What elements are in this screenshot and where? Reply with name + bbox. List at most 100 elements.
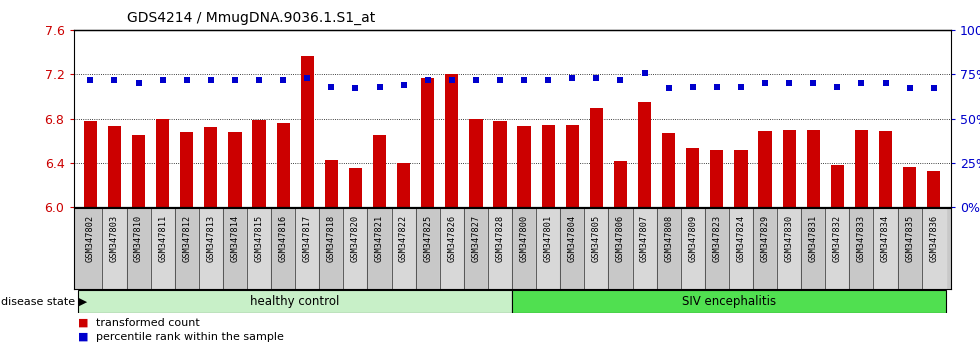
Bar — [397, 163, 411, 207]
Point — [444, 77, 460, 82]
Bar — [561, 208, 584, 289]
Bar — [734, 150, 748, 207]
Bar — [301, 56, 314, 207]
Point — [902, 86, 917, 91]
Point — [323, 84, 339, 90]
Point — [612, 77, 628, 82]
Text: GSM347820: GSM347820 — [351, 214, 360, 262]
Bar — [78, 290, 512, 313]
Bar — [295, 208, 319, 289]
Point — [661, 86, 676, 91]
Bar — [705, 208, 729, 289]
Bar — [276, 123, 290, 207]
Bar — [368, 208, 392, 289]
Text: GSM347833: GSM347833 — [857, 214, 866, 262]
Point — [540, 77, 556, 82]
Bar — [782, 130, 796, 207]
Bar — [632, 208, 657, 289]
Bar — [132, 135, 145, 207]
Point — [829, 84, 845, 90]
Bar — [343, 208, 368, 289]
Point — [179, 77, 195, 82]
Bar — [584, 208, 609, 289]
Bar — [174, 208, 199, 289]
Point — [781, 80, 797, 86]
Bar — [777, 208, 802, 289]
Point — [733, 84, 749, 90]
Bar — [565, 125, 579, 207]
Bar — [613, 161, 627, 207]
Bar — [440, 208, 464, 289]
Text: GSM347821: GSM347821 — [375, 214, 384, 262]
Bar — [873, 208, 898, 289]
Point — [107, 77, 122, 82]
Text: GSM347811: GSM347811 — [158, 214, 168, 262]
Bar — [392, 208, 416, 289]
Text: percentile rank within the sample: percentile rank within the sample — [96, 332, 284, 342]
Text: ■: ■ — [78, 332, 89, 342]
Bar — [204, 127, 218, 207]
Bar — [512, 208, 536, 289]
Bar — [517, 126, 531, 207]
Point — [348, 86, 364, 91]
Text: GSM347818: GSM347818 — [326, 214, 336, 262]
Bar — [681, 208, 705, 289]
Bar — [108, 126, 122, 207]
Text: transformed count: transformed count — [96, 318, 200, 328]
Bar — [324, 160, 338, 207]
Point — [203, 77, 219, 82]
Bar — [253, 120, 266, 207]
Text: GSM347806: GSM347806 — [616, 214, 625, 262]
Point — [251, 77, 267, 82]
Text: GSM347808: GSM347808 — [664, 214, 673, 262]
Text: disease state ▶: disease state ▶ — [1, 297, 87, 307]
Bar — [590, 108, 603, 207]
Text: GSM347824: GSM347824 — [736, 214, 746, 262]
Text: GSM347835: GSM347835 — [906, 214, 914, 262]
Point — [155, 77, 171, 82]
Point — [419, 77, 435, 82]
Bar — [729, 208, 753, 289]
Text: healthy control: healthy control — [251, 295, 340, 308]
Bar — [349, 169, 362, 207]
Bar — [156, 119, 170, 207]
Bar — [151, 208, 174, 289]
Point — [130, 80, 146, 86]
Point — [685, 84, 701, 90]
Bar — [802, 208, 825, 289]
Bar — [638, 102, 651, 207]
Text: GSM347803: GSM347803 — [110, 214, 119, 262]
Bar — [493, 121, 507, 207]
Text: GSM347830: GSM347830 — [785, 214, 794, 262]
Text: SIV encephalitis: SIV encephalitis — [682, 295, 776, 308]
Bar — [855, 130, 868, 207]
Bar — [228, 132, 242, 207]
Bar — [512, 290, 946, 313]
Point — [82, 77, 98, 82]
Point — [227, 77, 243, 82]
Point — [564, 75, 580, 81]
Bar — [759, 131, 771, 207]
Bar — [103, 208, 126, 289]
Text: GSM347836: GSM347836 — [929, 214, 938, 262]
Bar — [921, 208, 946, 289]
Text: GSM347832: GSM347832 — [833, 214, 842, 262]
Point — [854, 80, 869, 86]
Text: GSM347823: GSM347823 — [712, 214, 721, 262]
Text: GDS4214 / MmugDNA.9036.1.S1_at: GDS4214 / MmugDNA.9036.1.S1_at — [127, 11, 375, 25]
Bar — [657, 208, 681, 289]
Point — [637, 70, 653, 75]
Text: GSM347815: GSM347815 — [255, 214, 264, 262]
Bar — [536, 208, 561, 289]
Point — [275, 77, 291, 82]
Text: GSM347809: GSM347809 — [688, 214, 698, 262]
Text: GSM347802: GSM347802 — [86, 214, 95, 262]
Bar — [445, 74, 459, 207]
Bar — [199, 208, 222, 289]
Point — [468, 77, 484, 82]
Text: GSM347801: GSM347801 — [544, 214, 553, 262]
Point — [492, 77, 508, 82]
Point — [300, 75, 316, 81]
Bar — [421, 78, 434, 207]
Bar — [464, 208, 488, 289]
